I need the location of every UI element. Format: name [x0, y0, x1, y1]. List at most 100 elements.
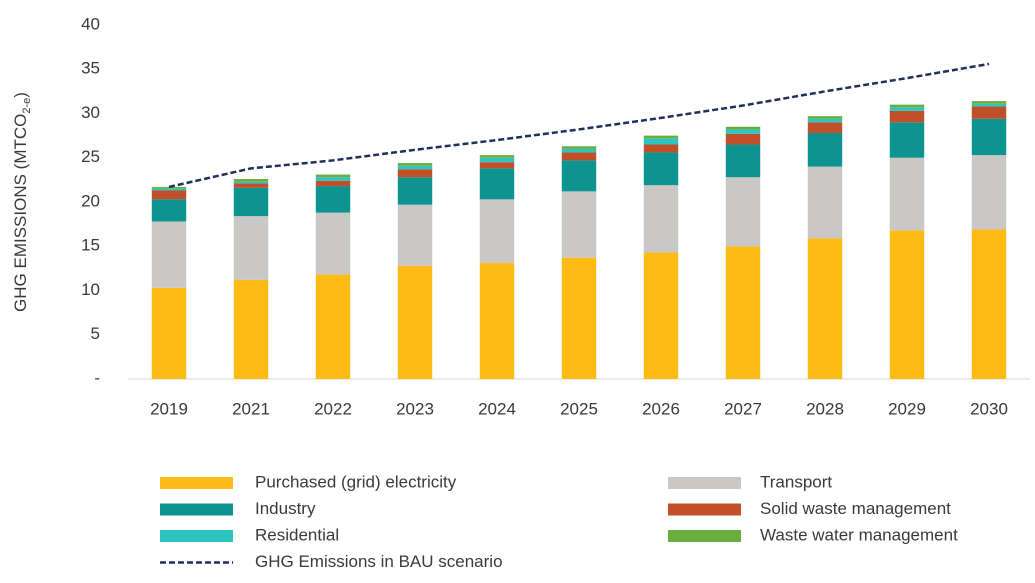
legend-swatch — [668, 530, 741, 542]
bar-segment — [807, 238, 843, 379]
bar-segment — [233, 279, 269, 379]
y-tick-label: 30 — [81, 103, 100, 122]
bar-segment — [233, 181, 269, 184]
bar-segment — [807, 132, 843, 167]
bar-segment — [643, 138, 679, 145]
bar-segment — [971, 229, 1007, 379]
x-tick-label: 2019 — [150, 399, 188, 418]
y-tick-label: 10 — [81, 280, 100, 299]
bar-segment — [807, 166, 843, 239]
bar-segment — [889, 157, 925, 231]
bar-segment — [643, 185, 679, 253]
x-tick-label: 2025 — [560, 399, 598, 418]
legend-label: Transport — [760, 472, 832, 491]
bar-segment — [889, 107, 925, 111]
bar-segment — [807, 122, 843, 133]
bar-segment — [643, 135, 679, 139]
legend-label: Industry — [255, 499, 316, 518]
bar-segment — [807, 116, 843, 119]
bar-segment — [725, 177, 761, 247]
bar-segment — [561, 146, 597, 149]
bar-segment — [151, 221, 187, 288]
bar-segment — [479, 155, 515, 158]
bar-segment — [151, 186, 187, 189]
y-tick-label: 25 — [81, 147, 100, 166]
bar-segment — [397, 169, 433, 178]
y-axis-label-sub: 2-e — [21, 98, 33, 114]
y-tick-label: 5 — [91, 324, 100, 343]
y-tick-label: - — [94, 368, 100, 387]
bar-segment — [561, 257, 597, 379]
bar-segment — [397, 165, 433, 170]
x-tick-label: 2023 — [396, 399, 434, 418]
legend-swatch — [160, 530, 233, 542]
bar-segment — [725, 133, 761, 145]
bar-segment — [233, 216, 269, 280]
bar-segment — [397, 265, 433, 379]
x-tick-label: 2027 — [724, 399, 762, 418]
bar-segment — [479, 162, 515, 169]
bar-segment — [479, 157, 515, 163]
bar-segment — [233, 183, 269, 188]
bar-segment — [971, 106, 1007, 119]
x-tick-label: 2026 — [642, 399, 680, 418]
bar-segment — [643, 152, 679, 186]
bar-segment — [643, 144, 679, 153]
x-tick-label: 2030 — [970, 399, 1008, 418]
x-tick-label: 2022 — [314, 399, 352, 418]
bar-segment — [889, 122, 925, 158]
legend-swatch — [160, 477, 233, 489]
legend-swatch — [160, 503, 233, 516]
y-tick-label: 15 — [81, 236, 100, 255]
bar-segment — [725, 246, 761, 379]
bar-segment — [315, 177, 351, 181]
y-tick-label: 35 — [81, 59, 100, 78]
bar-segment — [233, 178, 269, 182]
bar-segment — [479, 168, 515, 200]
bar-segment — [725, 144, 761, 178]
bar-segment — [971, 103, 1007, 107]
legend-label: Waste water management — [760, 525, 958, 544]
y-axis-label: GHG EMISSIONS (MTCO2-e) — [11, 92, 32, 312]
x-tick-label: 2021 — [232, 399, 270, 418]
bar-segment — [151, 199, 187, 222]
bar-segment — [315, 274, 351, 379]
bar-segment — [151, 287, 187, 379]
bar-segment — [971, 155, 1007, 230]
y-tick-label: 40 — [81, 14, 100, 33]
bar-segment — [397, 177, 433, 205]
y-axis-label-end: ) — [11, 92, 30, 98]
bar-segment — [889, 230, 925, 379]
x-tick-label: 2029 — [888, 399, 926, 418]
legend-swatch — [668, 477, 741, 489]
y-axis-label-text: GHG EMISSIONS (MTCO — [11, 114, 30, 312]
legend-label: Purchased (grid) electricity — [255, 472, 457, 491]
bar-segment — [561, 148, 597, 153]
bar-segment — [725, 129, 761, 134]
bar-segment — [725, 126, 761, 130]
bar-segment — [889, 110, 925, 123]
y-tick-label: 20 — [81, 191, 100, 210]
x-tick-label: 2024 — [478, 399, 516, 418]
bar-segment — [479, 263, 515, 379]
bar-segment — [561, 191, 597, 258]
bar-segment — [971, 101, 1007, 104]
bar-segment — [233, 187, 269, 217]
bar-segment — [807, 118, 843, 123]
bar-segment — [315, 186, 351, 213]
legend-swatch — [668, 503, 741, 516]
legend-label: Solid waste management — [760, 499, 951, 518]
x-tick-label: 2028 — [806, 399, 844, 418]
bar-segment — [479, 199, 515, 264]
bar-segment — [397, 163, 433, 166]
bar-segment — [315, 180, 351, 187]
bar-segment — [315, 174, 351, 178]
legend-label: GHG Emissions in BAU scenario — [255, 552, 503, 571]
bar-segment — [889, 104, 925, 108]
bar-segment — [151, 188, 187, 191]
bar-segment — [971, 118, 1007, 156]
bar-segment — [561, 152, 597, 161]
bar-segment — [151, 190, 187, 200]
bar-segment — [643, 252, 679, 379]
